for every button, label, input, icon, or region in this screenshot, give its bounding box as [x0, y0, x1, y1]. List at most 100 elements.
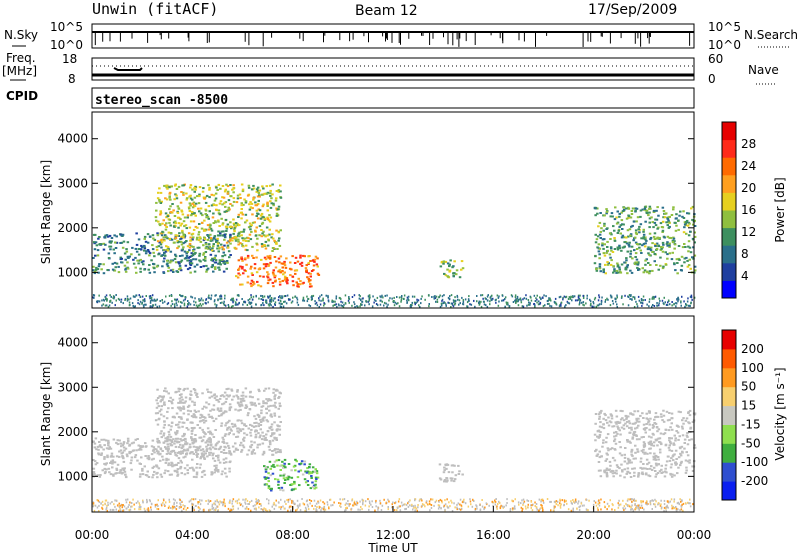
clutter-cell	[421, 503, 424, 506]
echo-cell	[659, 256, 662, 259]
clutter-cell	[332, 504, 334, 507]
echo-cell	[233, 236, 237, 239]
echo-cell	[657, 214, 660, 217]
echo-cell	[231, 239, 234, 242]
echo-cell	[189, 186, 192, 189]
clutter-cell	[358, 294, 360, 297]
clutter-cell	[425, 501, 428, 504]
echo-cell	[160, 430, 163, 433]
clutter-cell	[646, 303, 648, 306]
clutter-cell	[137, 299, 139, 302]
clutter-cell	[199, 499, 201, 502]
clutter-cell	[122, 504, 124, 507]
echo-cell	[195, 392, 199, 395]
echo-cell	[613, 431, 616, 434]
echo-cell	[290, 476, 294, 479]
clutter-cell	[106, 509, 108, 512]
echo-cell	[603, 214, 606, 217]
echo-cell	[273, 395, 276, 398]
clutter-cell	[191, 296, 194, 299]
clutter-cell	[247, 508, 250, 511]
clutter-cell	[216, 499, 218, 502]
clutter-cell	[565, 295, 568, 298]
clutter-cell	[379, 295, 381, 298]
clutter-cell	[567, 301, 569, 304]
echo-cell	[602, 268, 605, 271]
clutter-cell	[407, 500, 410, 503]
echo-cell	[626, 272, 629, 275]
clutter-cell	[338, 296, 341, 299]
echo-cell	[158, 410, 162, 413]
clutter-cell	[420, 297, 422, 300]
echo-cell	[177, 268, 181, 271]
echo-cell	[271, 432, 274, 435]
echo-cell	[658, 448, 662, 451]
echo-cell	[632, 239, 635, 242]
echo-cell	[175, 423, 178, 426]
echo-cell	[214, 192, 218, 195]
echo-cell	[663, 432, 667, 435]
clutter-cell	[559, 304, 561, 307]
echo-cell	[265, 407, 268, 410]
echo-cell	[654, 224, 658, 227]
echo-cell	[230, 227, 233, 230]
echo-cell	[204, 433, 207, 436]
clutter-cell	[527, 500, 530, 502]
clutter-cell	[210, 294, 213, 297]
echo-cell	[685, 451, 688, 454]
echo-cell	[644, 431, 647, 434]
echo-cell	[308, 285, 312, 288]
echo-cell	[662, 216, 665, 219]
echo-cell	[183, 473, 187, 476]
clutter-cell	[279, 295, 281, 297]
clutter-cell	[318, 306, 320, 308]
clutter-cell	[618, 504, 620, 507]
echo-cell	[649, 441, 652, 444]
echo-cell	[599, 212, 602, 214]
echo-cell	[241, 213, 244, 216]
echo-cell	[95, 448, 98, 451]
echo-cell	[666, 224, 669, 227]
echo-cell	[263, 244, 266, 246]
echo-cell	[267, 263, 271, 266]
echo-cell	[225, 241, 229, 244]
echo-cell	[181, 435, 184, 438]
clutter-cell	[430, 507, 433, 509]
clutter-cell	[268, 499, 270, 502]
echo-cell	[266, 218, 270, 220]
clutter-cell	[326, 503, 329, 506]
clutter-cell	[404, 503, 406, 506]
echo-cell	[218, 268, 221, 271]
clutter-cell	[454, 296, 456, 299]
clutter-cell	[648, 300, 651, 303]
echo-cell	[631, 257, 634, 260]
echo-cell	[267, 387, 271, 390]
echo-cell	[256, 280, 259, 283]
clutter-cell	[686, 300, 689, 303]
echo-cell	[154, 216, 158, 219]
echo-cell	[266, 420, 270, 423]
echo-cell	[109, 447, 113, 450]
clutter-cell	[512, 301, 515, 303]
clutter-cell	[314, 300, 316, 303]
echo-cell	[648, 272, 651, 275]
clutter-cell	[416, 298, 418, 301]
clutter-cell	[525, 294, 527, 297]
clutter-cell	[398, 296, 401, 299]
echo-cell	[222, 461, 226, 464]
clutter-cell	[456, 295, 459, 298]
echo-cell	[269, 216, 273, 219]
echo-cell	[648, 411, 651, 413]
echo-cell	[650, 246, 653, 249]
echo-cell	[673, 434, 676, 437]
echo-cell	[442, 471, 446, 474]
clutter-cell	[102, 303, 105, 306]
echo-cell	[194, 449, 198, 451]
clutter-cell	[98, 300, 101, 303]
echo-cell	[242, 399, 246, 402]
clutter-cell	[478, 300, 480, 303]
clutter-cell	[426, 503, 429, 506]
y-tick-label: 3000	[57, 176, 88, 190]
clutter-cell	[568, 302, 571, 305]
